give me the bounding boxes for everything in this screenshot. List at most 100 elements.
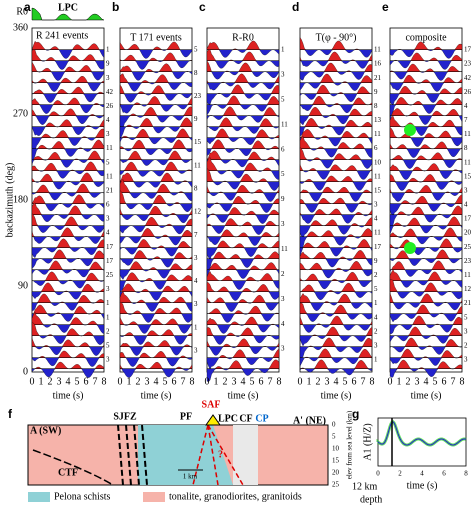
count-label: 3 bbox=[464, 356, 468, 364]
count-label: 16 bbox=[374, 60, 382, 68]
panel: ecomposite172342264711811153417202523111… bbox=[382, 0, 472, 401]
count-label: 3 bbox=[281, 220, 285, 228]
section-left: A (SW) bbox=[30, 425, 61, 436]
wiggle-negative bbox=[299, 291, 373, 300]
fault-label: CF bbox=[239, 413, 252, 424]
count-label: 42 bbox=[464, 74, 472, 82]
x-tick-label: 2 bbox=[48, 376, 53, 387]
wiggle-positive bbox=[31, 172, 104, 182]
wiggle-negative bbox=[299, 71, 372, 81]
count-label: 1 bbox=[194, 323, 198, 331]
count-label: 21 bbox=[464, 299, 472, 307]
pelona bbox=[138, 425, 233, 485]
wiggle-positive bbox=[207, 128, 280, 138]
x-tick-label: 3 bbox=[145, 376, 150, 387]
x-tick-label: 7 bbox=[181, 376, 186, 387]
x-tick-label: 6 bbox=[259, 376, 264, 387]
section-y-tick: 20 bbox=[332, 469, 340, 477]
wiggle-negative bbox=[31, 126, 104, 136]
wiggle-negative bbox=[119, 225, 192, 235]
count-label: 17 bbox=[464, 215, 472, 223]
wiggle-positive bbox=[300, 348, 373, 358]
wiggle-positive bbox=[390, 97, 463, 105]
wiggle-negative bbox=[299, 214, 372, 224]
section-y-tick: 15 bbox=[332, 457, 340, 465]
wiggle-negative bbox=[206, 203, 279, 213]
fault-red bbox=[207, 424, 244, 486]
fault-line bbox=[133, 424, 140, 486]
wiggle-positive bbox=[299, 271, 372, 281]
count-label: 3 bbox=[194, 300, 198, 308]
wiggle-negative bbox=[300, 258, 373, 268]
wiggle-negative bbox=[389, 346, 463, 355]
wiggle-negative bbox=[120, 71, 193, 81]
x-tick-label: 2 bbox=[136, 376, 141, 387]
count-label: 2 bbox=[374, 271, 378, 279]
count-label: 15 bbox=[194, 138, 202, 146]
x-tick-label: 5 bbox=[433, 376, 438, 387]
wiggle-negative bbox=[119, 181, 193, 188]
x-tick-label: 4 bbox=[66, 376, 71, 387]
count-label: 15 bbox=[374, 186, 382, 194]
fault-label: SJFZ bbox=[113, 411, 137, 422]
x-tick-label: 4 bbox=[241, 376, 246, 387]
wiggle-negative bbox=[299, 82, 372, 91]
x-tick-label: 7 bbox=[361, 376, 366, 387]
count-label: 5 bbox=[281, 95, 285, 103]
wiggle-positive bbox=[390, 249, 463, 259]
x-tick-label: 0 bbox=[30, 376, 35, 387]
x-axis-label: time (s) bbox=[411, 390, 442, 401]
wiggle-negative bbox=[389, 60, 462, 70]
count-label: 8 bbox=[374, 102, 378, 110]
wiggle-negative bbox=[31, 258, 104, 269]
wiggle-positive bbox=[32, 183, 105, 193]
x-tick-label: 5 bbox=[163, 376, 168, 387]
x-tick-label: 2 bbox=[406, 376, 411, 387]
wiggle-negative bbox=[32, 236, 104, 244]
count-label: 25 bbox=[106, 271, 114, 279]
panel-letter: e bbox=[382, 0, 389, 14]
wiggle-positive bbox=[389, 141, 463, 149]
x-tick-label: 6 bbox=[352, 376, 357, 387]
count-label: 12 bbox=[464, 285, 472, 293]
fault-label: LPC bbox=[218, 413, 238, 424]
count-label: 11 bbox=[464, 158, 471, 166]
x-tick-label: 8 bbox=[277, 376, 282, 387]
wiggle-negative bbox=[389, 49, 462, 59]
count-label: 9 bbox=[374, 257, 378, 265]
count-label: 3 bbox=[194, 346, 198, 354]
panel-letter: f bbox=[8, 407, 13, 421]
wiggle-negative bbox=[119, 335, 192, 345]
y-tick-label: 0 bbox=[23, 366, 28, 377]
count-label: 25 bbox=[464, 243, 472, 251]
count-label: 6 bbox=[281, 145, 285, 153]
section-y-tick: 5 bbox=[332, 433, 336, 441]
x-tick-label: 8 bbox=[102, 376, 107, 387]
count-label: 3 bbox=[464, 186, 468, 194]
x-axis-label: time (s) bbox=[228, 390, 259, 401]
wiggle-positive bbox=[389, 63, 463, 72]
depth-label: 12 km bbox=[352, 481, 378, 492]
inset-band bbox=[376, 420, 467, 447]
wiggle-negative bbox=[299, 181, 372, 191]
count-label: 3 bbox=[106, 356, 110, 364]
inset-x-tick: 4 bbox=[420, 470, 424, 478]
panel-title: LPC bbox=[58, 2, 78, 13]
wiggle-negative bbox=[206, 236, 279, 246]
ctf bbox=[32, 449, 114, 486]
y-tick-label: 270 bbox=[13, 108, 28, 119]
count-label: 3 bbox=[281, 295, 285, 303]
count-label: 11 bbox=[374, 172, 381, 180]
count-label: 1 bbox=[374, 356, 378, 364]
inset-x-tick: 2 bbox=[398, 470, 402, 478]
panel-letter: a bbox=[24, 0, 31, 14]
x-tick-label: 5 bbox=[343, 376, 348, 387]
section-y-tick: 0 bbox=[332, 421, 336, 429]
count-label: 15 bbox=[464, 172, 472, 180]
wiggle-negative bbox=[300, 302, 373, 311]
x-tick-label: 8 bbox=[460, 376, 465, 387]
wiggle-negative bbox=[389, 313, 462, 323]
wiggle-positive bbox=[299, 261, 372, 270]
